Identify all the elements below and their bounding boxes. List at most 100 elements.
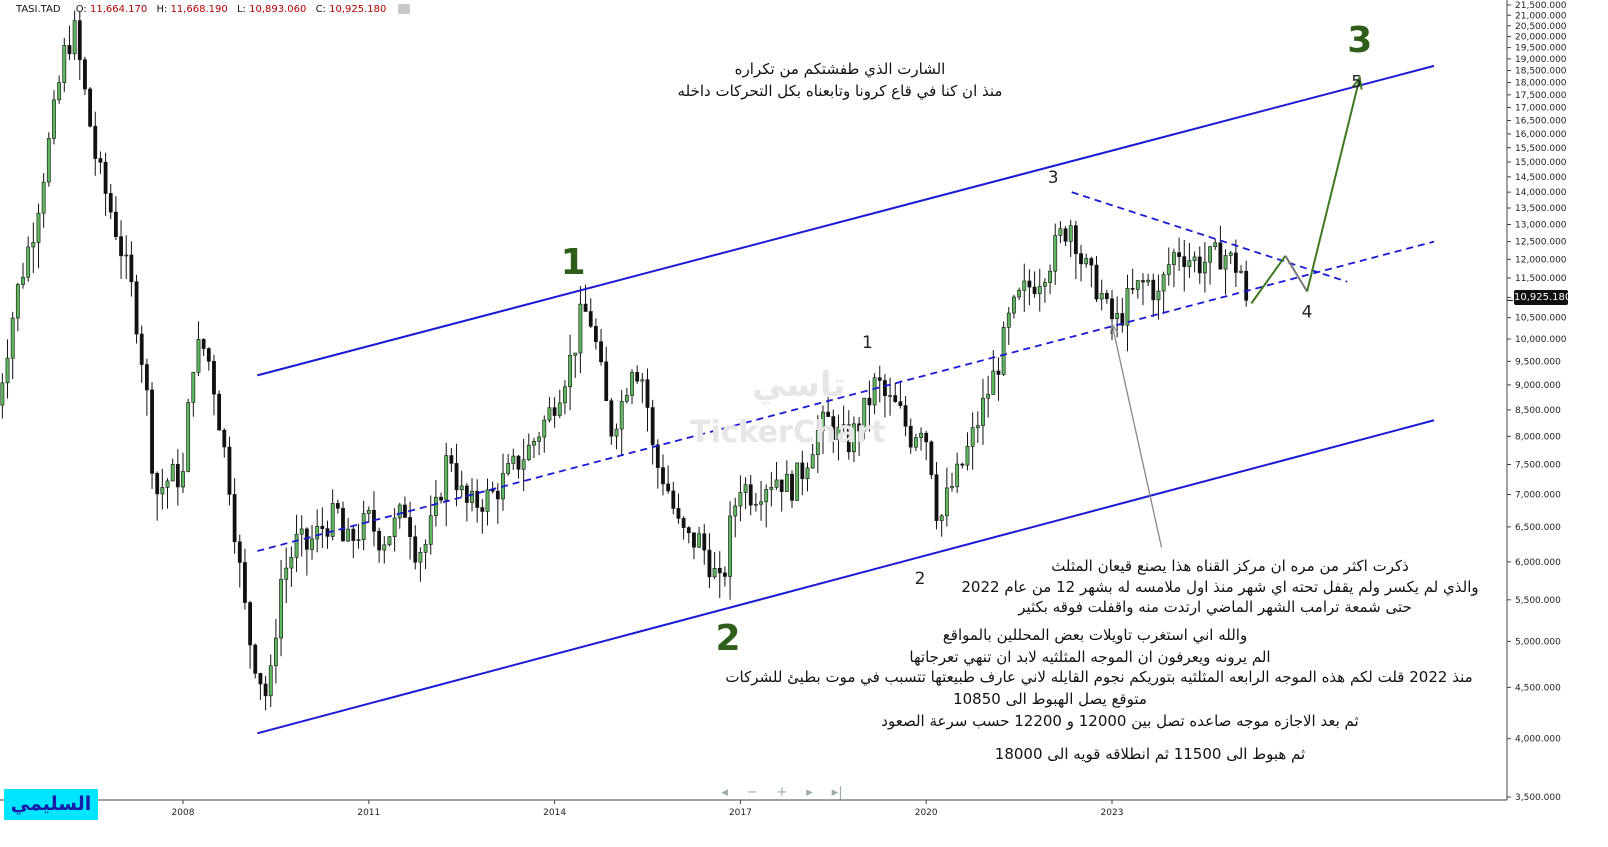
scroll-left-icon[interactable]: ◂: [721, 784, 728, 800]
candle: [960, 462, 965, 469]
candle-body: [950, 486, 954, 489]
candle-body: [1151, 279, 1156, 301]
candle: [134, 274, 139, 344]
candle-body: [686, 527, 691, 534]
candle: [1115, 296, 1120, 338]
candle: [883, 374, 887, 418]
candle-body: [1017, 290, 1021, 298]
candle-body: [1006, 312, 1011, 328]
candle-body: [284, 567, 289, 580]
candle-body: [139, 333, 144, 365]
price-tick-label: 18,500.000: [1515, 67, 1567, 77]
candle: [764, 484, 769, 528]
candle-body: [707, 549, 712, 578]
candle-body: [361, 513, 366, 540]
candle-body: [397, 504, 402, 519]
candle: [356, 523, 361, 549]
candle-body: [821, 411, 825, 431]
price-tick-label: 5,500.000: [1515, 596, 1561, 606]
candle: [1120, 297, 1125, 333]
candle: [289, 546, 294, 587]
candle-body: [57, 82, 62, 101]
candle-body: [418, 551, 423, 563]
candle-body: [1223, 255, 1228, 270]
candle-body: [1130, 288, 1135, 290]
scroll-right-icon[interactable]: ▸: [806, 784, 813, 800]
candle-body: [428, 515, 433, 545]
candle: [635, 365, 640, 384]
price-tick-label: 7,000.000: [1515, 491, 1561, 501]
candle-body: [666, 483, 671, 492]
pointer-arrow-line: [1111, 323, 1163, 548]
candle-body: [124, 254, 129, 257]
candle-body: [21, 276, 25, 285]
candle: [315, 509, 320, 553]
candle: [1079, 244, 1083, 282]
candle-body: [201, 339, 206, 349]
candle-body: [748, 484, 753, 506]
channel-middle-line: [257, 240, 1435, 552]
candle-body: [573, 352, 578, 356]
candle: [191, 371, 196, 417]
candle-body: [1089, 258, 1094, 266]
candle: [310, 524, 314, 560]
candle: [304, 527, 309, 576]
candle: [645, 368, 650, 432]
candle-body: [346, 528, 351, 542]
zoom-in-icon[interactable]: +: [776, 784, 788, 800]
candle: [26, 236, 31, 282]
candle: [403, 496, 407, 519]
candle-body: [175, 464, 180, 488]
candle: [1125, 274, 1130, 352]
candle: [439, 492, 443, 504]
candle-body: [1172, 252, 1176, 265]
candle-body: [681, 518, 686, 528]
price-tick-label: 16,500.000: [1515, 116, 1567, 126]
candle-body: [439, 496, 443, 501]
candle: [1218, 225, 1223, 270]
candle: [981, 378, 985, 445]
candle-body: [119, 236, 123, 257]
wave-label-major: 1: [561, 242, 586, 283]
candle: [108, 183, 113, 220]
candle: [475, 479, 480, 523]
candle: [1037, 268, 1042, 312]
candle: [609, 398, 614, 445]
candle-body: [1228, 252, 1233, 256]
price-tick-label: 17,500.000: [1515, 91, 1567, 101]
candle-body: [1043, 282, 1047, 287]
candle: [748, 475, 753, 516]
candle: [1213, 238, 1218, 251]
candle-body: [614, 428, 619, 437]
zoom-out-icon[interactable]: −: [746, 784, 758, 800]
menu-icon[interactable]: [397, 4, 410, 14]
candle: [387, 536, 392, 547]
candle: [1053, 223, 1058, 285]
candle: [759, 480, 763, 521]
price-tick-label: 6,500.000: [1515, 523, 1561, 533]
symbol-name: TASI.TAD: [16, 4, 61, 15]
candle: [697, 526, 702, 548]
candle: [552, 397, 557, 428]
candle-body: [1192, 256, 1197, 261]
candle-body: [779, 479, 784, 492]
candle-body: [996, 370, 1001, 375]
candle-body: [635, 372, 640, 382]
candle-body: [227, 446, 232, 495]
candle: [1177, 237, 1181, 271]
candle-body: [846, 424, 851, 453]
price-tick-label: 21,000.000: [1515, 11, 1567, 21]
candle: [114, 196, 118, 241]
candle-body: [310, 538, 314, 550]
candle-body: [315, 525, 320, 540]
candle-body: [1073, 225, 1078, 254]
candle-body: [898, 401, 903, 406]
candle: [1239, 265, 1243, 274]
price-tick-label: 12,500.000: [1515, 238, 1567, 248]
candle-body: [206, 348, 211, 362]
candle: [728, 501, 732, 600]
candle-body: [599, 341, 603, 363]
scroll-end-icon[interactable]: ▸|: [831, 784, 843, 800]
price-tick-label: 4,500.000: [1515, 683, 1561, 693]
